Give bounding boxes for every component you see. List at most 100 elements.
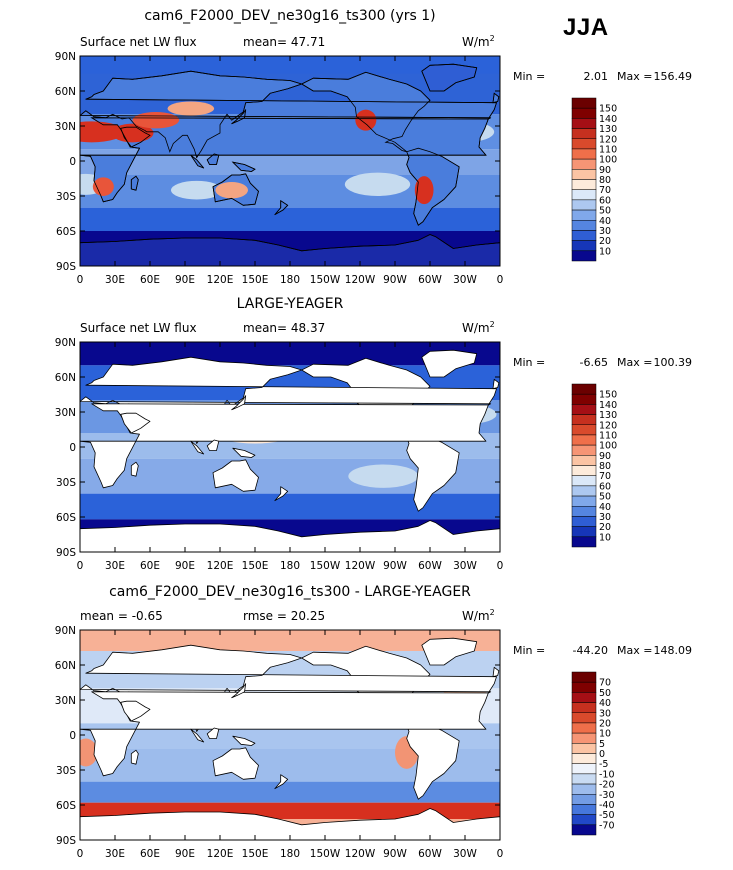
continent-arabia [120, 412, 151, 434]
y-tick-label: 90S [56, 261, 76, 273]
coastline-borneo [206, 153, 220, 165]
panel-left-label: Surface net LW flux [80, 35, 197, 49]
colorbar-label: 150 [599, 390, 617, 401]
unit-exponent: 2 [490, 320, 495, 329]
colorbar-label: -30 [599, 790, 615, 801]
continent-australia [212, 747, 259, 780]
x-tick-label: 0 [497, 560, 504, 572]
min-label: Min = [513, 70, 545, 83]
colorbar-box [571, 138, 597, 150]
warm-se-pacific [348, 464, 419, 488]
coastline-new-guinea [231, 161, 256, 172]
min-label: Min = [513, 644, 545, 657]
panel-unit: W/m2 [462, 320, 495, 335]
colorbar-box [571, 681, 597, 693]
y-tick-label: 60N [55, 660, 76, 672]
y-tick-label: 90N [55, 51, 76, 63]
coastline-madagascar [130, 175, 139, 191]
colorbar-box [571, 475, 597, 487]
panel-title: cam6_F2000_DEV_ne30g16_ts300 - LARGE-YEA… [109, 584, 471, 600]
y-tick-label: 0 [69, 442, 76, 454]
diff-angola [80, 738, 98, 767]
x-tick-label: 0 [77, 274, 84, 286]
colorbar-box [571, 824, 597, 836]
continent-sumatra [190, 440, 205, 455]
continent-japan [231, 683, 247, 699]
colorbar-label: 10 [599, 532, 611, 543]
land-heat [80, 63, 500, 266]
colorbar-box [571, 794, 597, 805]
colorbar-box [571, 444, 597, 456]
colorbar-box [571, 393, 597, 405]
colorbar-box [571, 773, 597, 785]
coastline-arabia [120, 126, 151, 148]
panel-unit: W/m2 [462, 608, 495, 623]
colorbar-box [571, 107, 597, 119]
colorbar-label: 80 [599, 461, 611, 472]
unit-exponent: 2 [490, 34, 495, 43]
colorbar-box [571, 404, 597, 415]
heat-iran [132, 112, 180, 129]
continent-madagascar [130, 461, 139, 477]
colorbar-box [571, 763, 597, 775]
max-value: 100.39 [654, 356, 693, 369]
x-tick-label: 90W [383, 848, 407, 860]
colorbar-label: 5 [599, 739, 605, 750]
x-tick-label: 120W [345, 848, 376, 860]
x-tick-label: 60E [140, 560, 160, 572]
x-tick-label: 120W [345, 274, 376, 286]
panel-title: cam6_F2000_DEV_ne30g16_ts300 (yrs 1) [144, 8, 435, 24]
heat-andes [414, 176, 434, 205]
colorbar-box [571, 506, 597, 517]
x-tick-label: 60W [418, 560, 442, 572]
colorbar-box [571, 465, 597, 476]
colorbar-box [571, 692, 597, 703]
y-tick-label: 0 [69, 730, 76, 742]
band-south [80, 493, 500, 520]
colorbar-label: 60 [599, 481, 611, 492]
colorbar-box [571, 671, 597, 683]
max-label: Max = [617, 644, 652, 657]
colorbar-label: 50 [599, 688, 611, 699]
unit-exponent: 2 [490, 608, 495, 617]
max-value: 148.09 [654, 644, 693, 657]
panel-center-label: rmse = 20.25 [243, 609, 325, 623]
x-tick-label: 180 [280, 274, 300, 286]
colorbar-box [571, 230, 597, 241]
x-tick-label: 0 [497, 848, 504, 860]
x-tick-label: 120E [207, 560, 234, 572]
colorbar-box [571, 118, 597, 129]
x-tick-label: 30W [453, 848, 477, 860]
x-tick-label: 60E [140, 274, 160, 286]
panel-center-label: mean= 48.37 [243, 321, 325, 335]
colorbar-box [571, 199, 597, 211]
colorbar-label: 30 [599, 512, 611, 523]
continent-uk [492, 378, 500, 390]
colorbar-box [571, 743, 597, 754]
colorbar-label: -70 [599, 820, 615, 831]
continents-2 [80, 349, 500, 552]
x-tick-label: 90W [383, 274, 407, 286]
colorbar-box [571, 712, 597, 724]
continent-antarctica [80, 808, 500, 840]
colorbar-label: 0 [599, 749, 605, 760]
colorbar-box [571, 240, 597, 252]
colorbar-label: 120 [599, 420, 617, 431]
colorbar-label: 110 [599, 430, 617, 441]
colorbar-box [571, 495, 597, 507]
min-value: 2.01 [584, 70, 609, 83]
heat-kalahari [92, 177, 114, 197]
colorbar-label: -20 [599, 780, 615, 791]
colorbar-label: 70 [599, 471, 611, 482]
colorbar-label: 20 [599, 718, 611, 729]
x-tick-label: 90W [383, 560, 407, 572]
coastline-new-zealand [274, 199, 289, 216]
x-tick-label: 60W [418, 848, 442, 860]
colorbar-box [571, 189, 597, 201]
colorbar-label: 20 [599, 236, 611, 247]
colorbar-label: 140 [599, 114, 617, 125]
